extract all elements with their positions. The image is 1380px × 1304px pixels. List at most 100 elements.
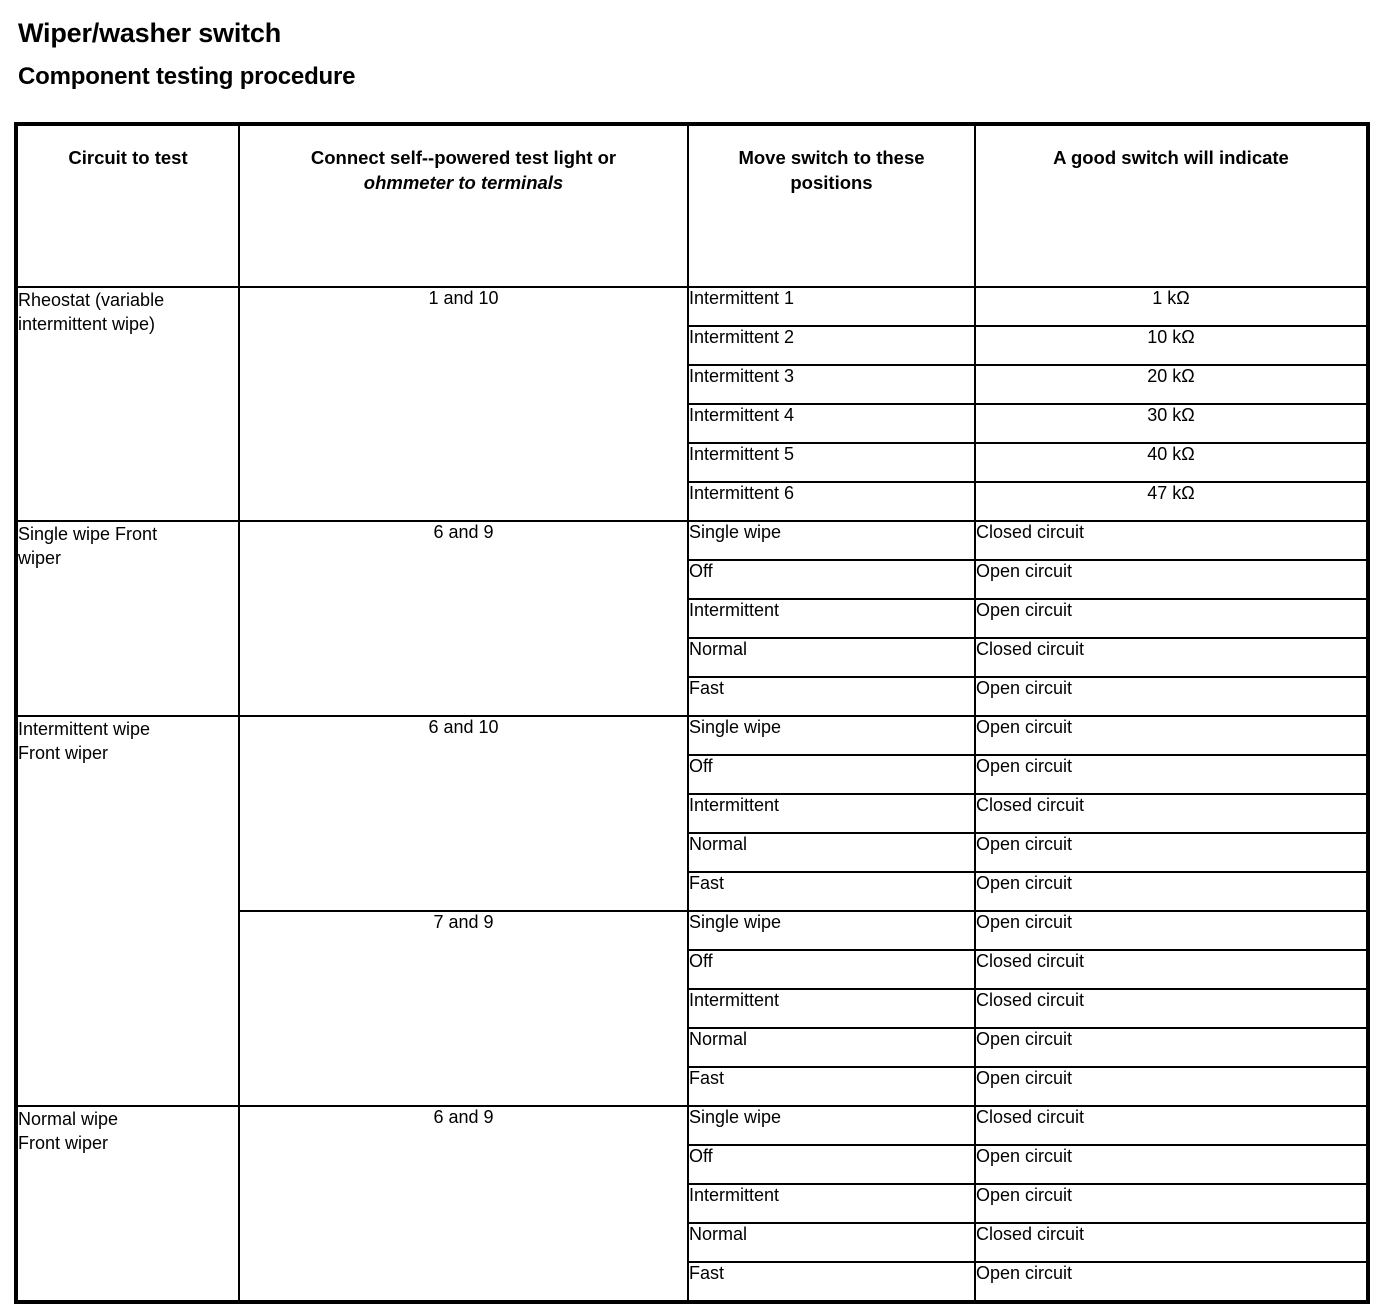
table-row: Intermittent Closed circuit [16, 793, 1369, 834]
table-row: Intermittent Open circuit [16, 1183, 1369, 1224]
switch-position-cell: Single wipe [687, 1105, 976, 1146]
table-row: Intermittent 6 47 kΩ [16, 481, 1369, 522]
connect-terminals-cell: 6 and 9 [238, 1105, 689, 1303]
table-row: Intermittent 3 20 kΩ [16, 364, 1369, 405]
table-row: Normal Open circuit [16, 832, 1369, 873]
switch-position-cell: Off [687, 754, 976, 795]
table-row: Intermittent 2 10 kΩ [16, 325, 1369, 366]
indication-cell: Open circuit [974, 676, 1369, 717]
table-row: Intermittent 5 40 kΩ [16, 442, 1369, 483]
table-body: Rheostat (variable intermittent wipe) 1 an… [15, 286, 1369, 1303]
switch-position-cell: Intermittent [687, 598, 976, 639]
switch-position-cell: Intermittent 3 [687, 364, 976, 405]
column-header-move-switch: Move switch to these positions [687, 123, 976, 288]
indication-cell: 20 kΩ [974, 364, 1369, 405]
indication-cell: 47 kΩ [974, 481, 1369, 522]
indication-cell: 40 kΩ [974, 442, 1369, 483]
indication-cell: Closed circuit [974, 520, 1369, 561]
indication-cell: Open circuit [974, 1144, 1369, 1185]
table-row: Rheostat (variable intermittent wipe) 1 an… [15, 286, 1369, 522]
table-header: Circuit to test Connect self--powered te… [15, 123, 1369, 288]
circuit-to-test-cell: Normal wipe Front wiper [15, 1105, 240, 1303]
switch-position-cell: Normal [687, 1222, 976, 1263]
switch-position-cell: Off [687, 949, 976, 990]
table-row: Intermittent Open circuit [16, 598, 1369, 639]
table-row: Off Open circuit [16, 559, 1369, 600]
indication-cell: Open circuit [974, 715, 1369, 756]
component-testing-table: Circuit to test Connect self--powered te… [14, 122, 1370, 1304]
table-row: Off Closed circuit [16, 949, 1369, 990]
table-row: Off Open circuit [16, 1144, 1369, 1185]
indication-cell: Closed circuit [974, 1105, 1369, 1146]
circuit-to-test-line1: Single wipe Front [18, 524, 158, 544]
indication-cell: Open circuit [974, 910, 1369, 951]
switch-position-cell: Intermittent [687, 793, 976, 834]
switch-position-cell: Intermittent 6 [687, 481, 976, 522]
indication-cell: Closed circuit [974, 1222, 1369, 1263]
circuit-to-test-cell: Single wipe Front wiper [15, 520, 240, 717]
switch-position-cell: Normal [687, 1027, 976, 1068]
switch-position-cell: Single wipe [687, 910, 976, 951]
circuit-to-test-cell: Rheostat (variable intermittent wipe) [15, 286, 240, 522]
switch-position-cell: Intermittent 1 [687, 286, 976, 327]
switch-position-cell: Fast [687, 871, 976, 912]
switch-position-cell: Single wipe [687, 715, 976, 756]
column-header-connect-terminals-line1: Connect self--powered test light or [310, 147, 617, 168]
connect-terminals-cell: 7 and 9 [238, 910, 689, 1107]
table-header-row: Circuit to test Connect self--powered te… [15, 123, 1369, 288]
indication-cell: Open circuit [974, 1066, 1369, 1107]
switch-position-cell: Off [687, 559, 976, 600]
indication-cell: Closed circuit [974, 988, 1369, 1029]
table-row: Fast Open circuit [16, 871, 1369, 912]
column-header-connect-terminals-line2: ohmmeter to terminals [363, 171, 564, 193]
column-header-circuit-to-test-label: Circuit to test [68, 147, 188, 168]
column-header-move-switch-line1: Move switch to these [738, 147, 925, 168]
switch-position-cell: Intermittent 2 [687, 325, 976, 366]
switch-position-cell: Normal [687, 832, 976, 873]
connect-terminals-cell: 6 and 10 [238, 715, 689, 912]
table-row: Fast Open circuit [16, 676, 1369, 717]
circuit-to-test-line1: Intermittent wipe [18, 719, 151, 739]
column-header-good-switch-indicates: A good switch will indicate [974, 123, 1369, 288]
indication-cell: 10 kΩ [974, 325, 1369, 366]
column-header-good-switch-indicates-label: A good switch will indicate [1053, 147, 1289, 168]
switch-position-cell: Intermittent 4 [687, 403, 976, 444]
indication-cell: 30 kΩ [974, 403, 1369, 444]
page-subtitle: Component testing procedure [18, 63, 356, 91]
switch-position-cell: Fast [687, 1066, 976, 1107]
indication-cell: Open circuit [974, 1027, 1369, 1068]
column-header-move-switch-line2: positions [790, 171, 873, 193]
circuit-to-test-line2: wiper [18, 548, 62, 569]
page-title: Wiper/washer switch [18, 18, 282, 48]
switch-position-cell: Single wipe [687, 520, 976, 561]
circuit-to-test-line1: Normal wipe [18, 1109, 119, 1129]
table-row: 7 and 9 Single wipe Open circuit [16, 910, 1369, 1107]
column-header-connect-terminals: Connect self--powered test light or ohmm… [238, 123, 689, 288]
table-row: Intermittent wipe Front wiper 6 and 10 Sing… [15, 715, 1369, 1107]
table-row: Fast Open circuit [16, 1066, 1369, 1107]
indication-cell: Open circuit [974, 871, 1369, 912]
table-row: Off Open circuit [16, 754, 1369, 795]
indication-cell: 1 kΩ [974, 286, 1369, 327]
table-row: Intermittent 4 30 kΩ [16, 403, 1369, 444]
switch-position-cell: Intermittent 5 [687, 442, 976, 483]
indication-cell: Closed circuit [974, 637, 1369, 678]
circuit-to-test-line2: Front wiper [18, 743, 109, 764]
switch-position-cell: Fast [687, 676, 976, 717]
switch-position-cell: Intermittent [687, 988, 976, 1029]
switch-position-cell: Fast [687, 1261, 976, 1303]
circuit-to-test-line2: intermittent wipe) [18, 314, 156, 335]
column-header-circuit-to-test: Circuit to test [15, 123, 240, 288]
indication-cell: Open circuit [974, 832, 1369, 873]
indication-cell: Open circuit [974, 754, 1369, 795]
indication-cell: Open circuit [974, 598, 1369, 639]
indication-cell: Closed circuit [974, 793, 1369, 834]
table-row: Intermittent Closed circuit [16, 988, 1369, 1029]
indication-cell: Open circuit [974, 1183, 1369, 1224]
procedure-table-wrap: Circuit to test Connect self--powered te… [14, 122, 1370, 1304]
table-row: Normal wipe Front wiper 6 and 9 Single wipe… [15, 1105, 1369, 1303]
title-block: Wiper/washer switch Component testing pr… [0, 0, 1380, 91]
indication-cell: Closed circuit [974, 949, 1369, 990]
switch-position-cell: Intermittent [687, 1183, 976, 1224]
